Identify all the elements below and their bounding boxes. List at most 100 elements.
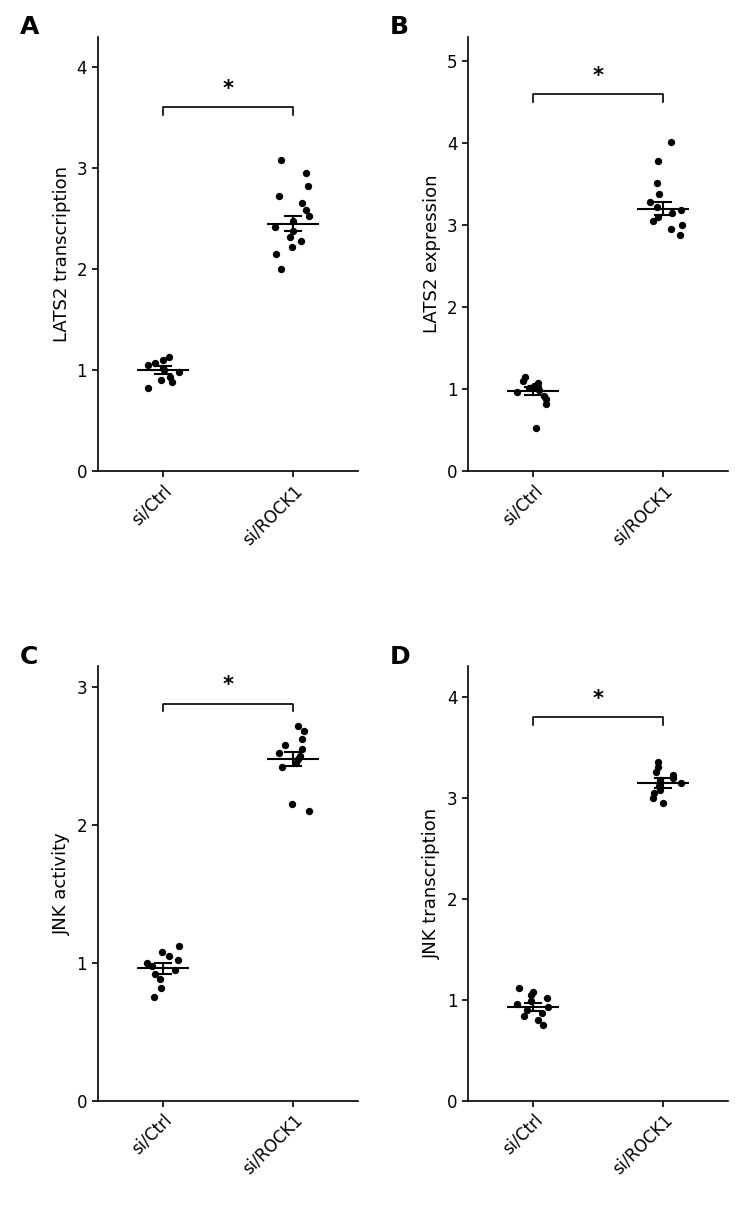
Point	[155, 978, 167, 998]
Point	[535, 1003, 547, 1022]
Point	[650, 197, 662, 216]
Point	[142, 355, 154, 374]
Point	[172, 950, 184, 970]
Point	[169, 960, 181, 980]
Point	[520, 1000, 532, 1020]
Text: *: *	[222, 675, 234, 696]
Point	[526, 985, 538, 1004]
Point	[275, 150, 287, 170]
Point	[173, 937, 185, 956]
Point	[286, 795, 298, 815]
Text: A: A	[20, 15, 39, 39]
Y-axis label: JNK activity: JNK activity	[53, 832, 71, 934]
Point	[511, 383, 523, 402]
Point	[532, 373, 544, 393]
Point	[303, 207, 315, 226]
Point	[653, 780, 665, 800]
Point	[653, 152, 665, 171]
Point	[518, 1007, 530, 1026]
Point	[650, 763, 662, 783]
Point	[657, 793, 669, 812]
Point	[536, 1015, 548, 1035]
Point	[297, 730, 309, 750]
Y-axis label: JNK transcription: JNK transcription	[424, 808, 441, 959]
Point	[676, 215, 688, 235]
Point	[519, 367, 531, 386]
Point	[532, 1010, 544, 1030]
Point	[541, 997, 553, 1016]
Point	[284, 227, 296, 247]
Point	[270, 245, 282, 264]
Point	[157, 358, 169, 378]
Point	[541, 988, 553, 1008]
Point	[295, 231, 307, 251]
Point	[158, 361, 170, 380]
Point	[540, 389, 552, 408]
Point	[294, 746, 306, 766]
Point	[644, 192, 656, 212]
Point	[149, 353, 161, 373]
Point	[541, 394, 553, 413]
Point	[273, 186, 285, 205]
Point	[652, 207, 664, 226]
Point	[667, 766, 679, 785]
Point	[303, 801, 315, 821]
Point	[276, 757, 288, 777]
Point	[143, 378, 155, 397]
Point	[648, 783, 660, 802]
Point	[675, 773, 687, 793]
Point	[157, 350, 169, 369]
Point	[511, 994, 523, 1014]
Point	[296, 740, 308, 759]
Point	[651, 172, 663, 192]
Y-axis label: LATS2 expression: LATS2 expression	[424, 175, 441, 333]
Point	[513, 978, 525, 998]
Point	[300, 201, 312, 220]
Point	[653, 185, 665, 204]
Point	[523, 378, 535, 397]
Point	[652, 752, 664, 772]
Point	[530, 418, 542, 438]
Point	[301, 176, 313, 196]
Point	[164, 367, 176, 386]
Point	[675, 201, 687, 220]
Point	[533, 380, 545, 400]
Text: D: D	[390, 645, 410, 669]
Point	[154, 970, 166, 989]
Point	[667, 768, 679, 788]
Point	[279, 735, 291, 755]
Point	[146, 956, 158, 976]
Point	[538, 385, 550, 405]
Point	[674, 225, 686, 245]
Point	[292, 715, 304, 735]
Text: *: *	[222, 79, 234, 99]
Point	[155, 371, 167, 390]
Point	[527, 982, 539, 1002]
Point	[517, 371, 529, 390]
Point	[298, 722, 310, 741]
Point	[291, 748, 303, 768]
Point	[665, 219, 677, 238]
Text: C: C	[20, 645, 38, 669]
Point	[273, 744, 285, 763]
Point	[654, 769, 666, 789]
Point	[173, 362, 185, 382]
Point	[276, 259, 288, 279]
Point	[149, 964, 161, 983]
Point	[300, 163, 312, 182]
Point	[528, 375, 540, 395]
Point	[653, 775, 665, 795]
Point	[525, 991, 537, 1010]
Point	[148, 987, 160, 1007]
Point	[287, 210, 299, 230]
Point	[287, 221, 299, 241]
Point	[647, 788, 659, 807]
Point	[652, 757, 664, 777]
Text: B: B	[390, 15, 409, 39]
Y-axis label: LATS2 transcription: LATS2 transcription	[53, 166, 71, 342]
Point	[290, 753, 302, 773]
Point	[296, 193, 308, 213]
Point	[166, 372, 178, 391]
Text: *: *	[593, 66, 604, 86]
Point	[140, 953, 152, 972]
